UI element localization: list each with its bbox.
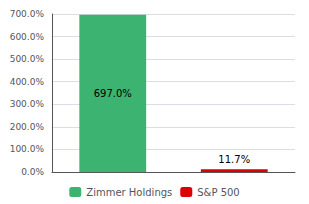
svg-text:200.0%: 200.0% <box>10 122 45 132</box>
svg-text:Zimmer Holdings: Zimmer Holdings <box>86 187 172 198</box>
svg-text:11.7%: 11.7% <box>218 154 250 165</box>
svg-text:697.0%: 697.0% <box>94 88 132 99</box>
svg-text:700.0%: 700.0% <box>10 9 45 19</box>
svg-text:400.0%: 400.0% <box>10 77 45 87</box>
svg-text:0.0%: 0.0% <box>21 167 44 177</box>
svg-text:S&P 500: S&P 500 <box>197 187 239 198</box>
svg-text:500.0%: 500.0% <box>10 54 45 64</box>
svg-text:600.0%: 600.0% <box>10 32 45 42</box>
svg-text:300.0%: 300.0% <box>10 99 45 109</box>
svg-text:100.0%: 100.0% <box>10 144 45 154</box>
